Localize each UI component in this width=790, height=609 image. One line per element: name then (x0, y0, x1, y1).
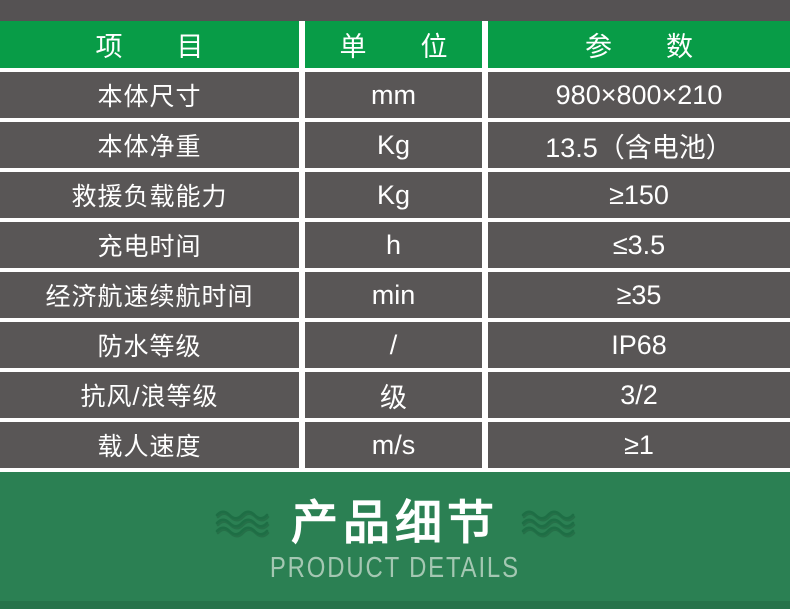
unit-cell: 级 (305, 372, 482, 418)
value-label: 13.5（含电池） (545, 132, 733, 163)
item-cell: 经济航速续航时间 (0, 272, 299, 318)
unit-cell: / (305, 322, 482, 368)
item-label: 载人速度 (97, 433, 202, 461)
unit-cell: mm (305, 72, 482, 118)
unit-label: Kg (376, 129, 411, 160)
item-label: 本体尺寸 (97, 83, 202, 111)
unit-cell: Kg (305, 172, 482, 218)
header-cell-unit: 单位 (305, 21, 482, 68)
table-row: 充电时间 h ≤3.5 (0, 222, 790, 268)
header-cell-param: 参数 (488, 21, 790, 68)
banner-subtitle: PRODUCT DETAILS (269, 550, 521, 584)
item-label: 充电时间 (97, 233, 202, 261)
table-row: 经济航速续航时间 min ≥35 (0, 272, 790, 318)
spec-table-header-row: 项目 单位 参数 (0, 21, 790, 68)
unit-label: min (371, 279, 416, 310)
unit-cell: m/s (305, 422, 482, 468)
value-cell: ≤3.5 (488, 222, 790, 268)
header-cell-item: 项目 (0, 21, 299, 68)
header-unit-label: 单位 (339, 32, 448, 62)
value-cell: 980×800×210 (488, 72, 790, 118)
waves-icon (521, 509, 575, 537)
unit-label: h (385, 229, 402, 260)
item-label: 救援负载能力 (71, 183, 228, 211)
item-cell: 救援负载能力 (0, 172, 299, 218)
unit-label: / (389, 329, 398, 360)
unit-label: Kg (376, 179, 411, 210)
unit-cell: h (305, 222, 482, 268)
value-cell: 13.5（含电池） (488, 122, 790, 168)
unit-label: 级 (380, 382, 407, 413)
item-label: 经济航速续航时间 (45, 283, 254, 311)
banner-bottom-edge (0, 601, 790, 609)
value-label: 3/2 (620, 379, 658, 410)
table-row: 救援负载能力 Kg ≥150 (0, 172, 790, 218)
spec-table: 项目 单位 参数 本体尺寸 mm 980×800×210 本体净重 Kg 13.… (0, 21, 790, 468)
header-param-label: 参数 (585, 32, 747, 62)
item-cell: 充电时间 (0, 222, 299, 268)
unit-label: mm (371, 79, 416, 110)
section-top-strip (0, 0, 790, 21)
item-cell: 本体尺寸 (0, 72, 299, 118)
table-row: 本体尺寸 mm 980×800×210 (0, 72, 790, 118)
value-cell: IP68 (488, 322, 790, 368)
banner-title: 产品细节 (291, 496, 499, 549)
value-label: ≥1 (624, 429, 654, 460)
product-details-banner: 产品细节 PRODUCT DETAILS (0, 472, 790, 609)
banner-title-row: 产品细节 (215, 498, 575, 547)
item-cell: 抗风/浪等级 (0, 372, 299, 418)
table-row: 载人速度 m/s ≥1 (0, 422, 790, 468)
table-row: 抗风/浪等级 级 3/2 (0, 372, 790, 418)
item-label: 抗风/浪等级 (80, 383, 219, 411)
value-cell: 3/2 (488, 372, 790, 418)
item-cell: 本体净重 (0, 122, 299, 168)
value-cell: ≥150 (488, 172, 790, 218)
value-label: ≤3.5 (612, 229, 666, 260)
unit-cell: Kg (305, 122, 482, 168)
unit-cell: min (305, 272, 482, 318)
item-cell: 防水等级 (0, 322, 299, 368)
header-item-label: 项目 (95, 32, 258, 62)
item-label: 防水等级 (97, 333, 202, 361)
value-label: 980×800×210 (555, 79, 723, 110)
value-label: ≥150 (609, 179, 669, 210)
waves-icon (215, 509, 269, 537)
table-row: 防水等级 / IP68 (0, 322, 790, 368)
value-label: ≥35 (616, 279, 662, 310)
item-label: 本体净重 (97, 133, 202, 161)
unit-label: m/s (371, 429, 416, 460)
table-row: 本体净重 Kg 13.5（含电池） (0, 122, 790, 168)
value-label: IP68 (611, 329, 667, 360)
value-cell: ≥1 (488, 422, 790, 468)
item-cell: 载人速度 (0, 422, 299, 468)
value-cell: ≥35 (488, 272, 790, 318)
